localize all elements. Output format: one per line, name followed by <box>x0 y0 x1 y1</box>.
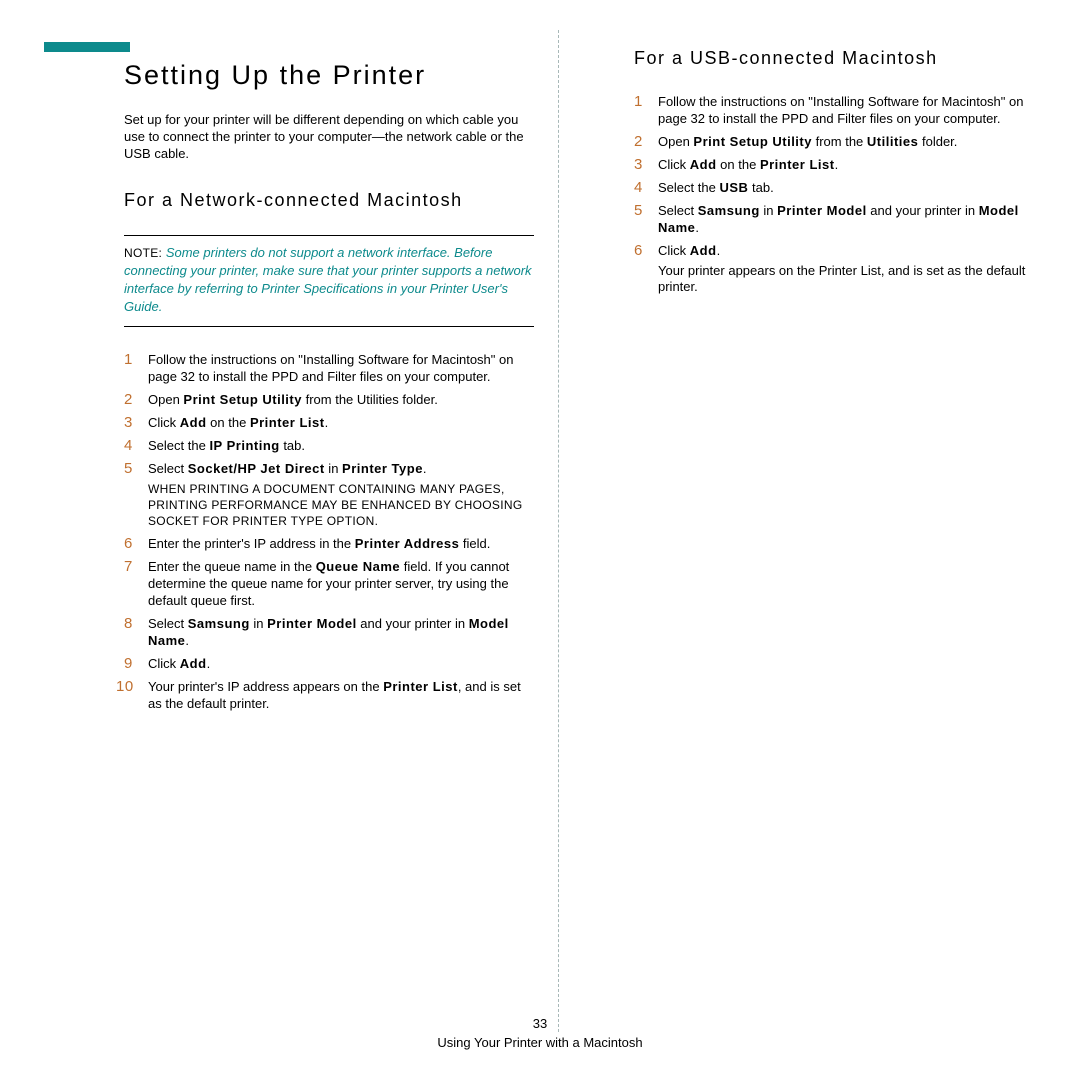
document-page: Setting Up the Printer Set up for your p… <box>0 0 1080 1080</box>
page-title: Setting Up the Printer <box>124 60 534 91</box>
step-text: Click Add on the Printer List. <box>658 157 838 172</box>
step-number: 2 <box>634 133 643 150</box>
step-item: 10Your printer's IP address appears on t… <box>124 678 534 712</box>
step-item: 2 Open Print Setup Utility from the Utili… <box>124 391 534 408</box>
right-column: For a USB-connected Macintosh 1 Follow th… <box>634 48 1044 301</box>
step-text: Select the IP Printing tab. <box>148 438 305 453</box>
step-number: 2 <box>124 391 133 408</box>
step-text: Select the USB tab. <box>658 180 774 195</box>
step-text: Enter the queue name in the Queue Name f… <box>148 559 509 608</box>
step-number: 5 <box>634 202 643 219</box>
step-text: Open Print Setup Utility from the Utilit… <box>148 392 438 407</box>
step-text: Click Add. <box>148 656 210 671</box>
step-number: 9 <box>124 655 133 672</box>
step-number: 10 <box>116 678 134 695</box>
step-text: Select Samsung in Printer Model and your… <box>148 616 509 648</box>
step-item: 5 Select Socket/HP Jet Direct in Printer … <box>124 460 534 529</box>
step-text: Open Print Setup Utility from the Utilit… <box>658 134 957 149</box>
step-number: 1 <box>124 351 133 368</box>
step-number: 3 <box>124 414 133 431</box>
step-number: 6 <box>634 242 643 259</box>
note-text: Some printers do not support a network i… <box>124 245 532 314</box>
step-text: Enter the printer's IP address in the Pr… <box>148 536 490 551</box>
step-item: 1 Follow the instructions on "Installing … <box>634 93 1044 127</box>
step-result: Your printer appears on the Printer List… <box>658 263 1044 295</box>
step-item: 8 Select Samsung in Printer Model and you… <box>124 615 534 649</box>
step-item: 5 Select Samsung in Printer Model and you… <box>634 202 1044 236</box>
step-text: Follow the instructions on "Installing S… <box>658 94 1023 126</box>
network-subhead: For a Network-connected Macintosh <box>124 190 534 211</box>
page-footer: 33 Using Your Printer with a Macintosh <box>0 1016 1080 1050</box>
step-number: 8 <box>124 615 133 632</box>
step-number: 5 <box>124 460 133 477</box>
step-item: 7 Enter the queue name in the Queue Name … <box>124 558 534 609</box>
step-item: 6 Click Add. Your printer appears on the P… <box>634 242 1044 295</box>
step-text: Click Add on the Printer List. <box>148 415 328 430</box>
footer-line: Using Your Printer with a Macintosh <box>0 1035 1080 1050</box>
step-item: 6 Enter the printer's IP address in the P… <box>124 535 534 552</box>
step-item: 2 Open Print Setup Utility from the Utili… <box>634 133 1044 150</box>
step-number: 4 <box>124 437 133 454</box>
step-item: 3 Click Add on the Printer List. <box>124 414 534 431</box>
step-text: Select Samsung in Printer Model and your… <box>658 203 1019 235</box>
step-item: 4 Select the IP Printing tab. <box>124 437 534 454</box>
step-text: Click Add. <box>658 243 720 258</box>
step-number: 1 <box>634 93 643 110</box>
step-text: Select Socket/HP Jet Direct in Printer T… <box>148 461 427 476</box>
note-label: NOTE: <box>124 246 166 260</box>
left-column: Setting Up the Printer Set up for your p… <box>124 48 534 718</box>
step-subnote: WHEN PRINTING A DOCUMENT CONTAINING MANY… <box>148 481 534 529</box>
accent-bar <box>44 42 130 52</box>
column-divider <box>558 30 559 1032</box>
step-number: 6 <box>124 535 133 552</box>
network-steps-list: 1 Follow the instructions on "Installing … <box>124 351 534 712</box>
step-number: 3 <box>634 156 643 173</box>
note-box: NOTE: Some printers do not support a net… <box>124 235 534 327</box>
usb-steps-list: 1 Follow the instructions on "Installing … <box>634 93 1044 295</box>
step-number: 7 <box>124 558 133 575</box>
step-item: 4 Select the USB tab. <box>634 179 1044 196</box>
step-item: 1 Follow the instructions on "Installing … <box>124 351 534 385</box>
step-item: 3 Click Add on the Printer List. <box>634 156 1044 173</box>
step-text: Follow the instructions on "Installing S… <box>148 352 513 384</box>
usb-subhead: For a USB-connected Macintosh <box>634 48 1044 69</box>
step-item: 9 Click Add. <box>124 655 534 672</box>
intro-paragraph: Set up for your printer will be differen… <box>124 111 534 162</box>
step-text: Your printer's IP address appears on the… <box>148 679 521 711</box>
step-number: 4 <box>634 179 643 196</box>
page-number: 33 <box>0 1016 1080 1031</box>
